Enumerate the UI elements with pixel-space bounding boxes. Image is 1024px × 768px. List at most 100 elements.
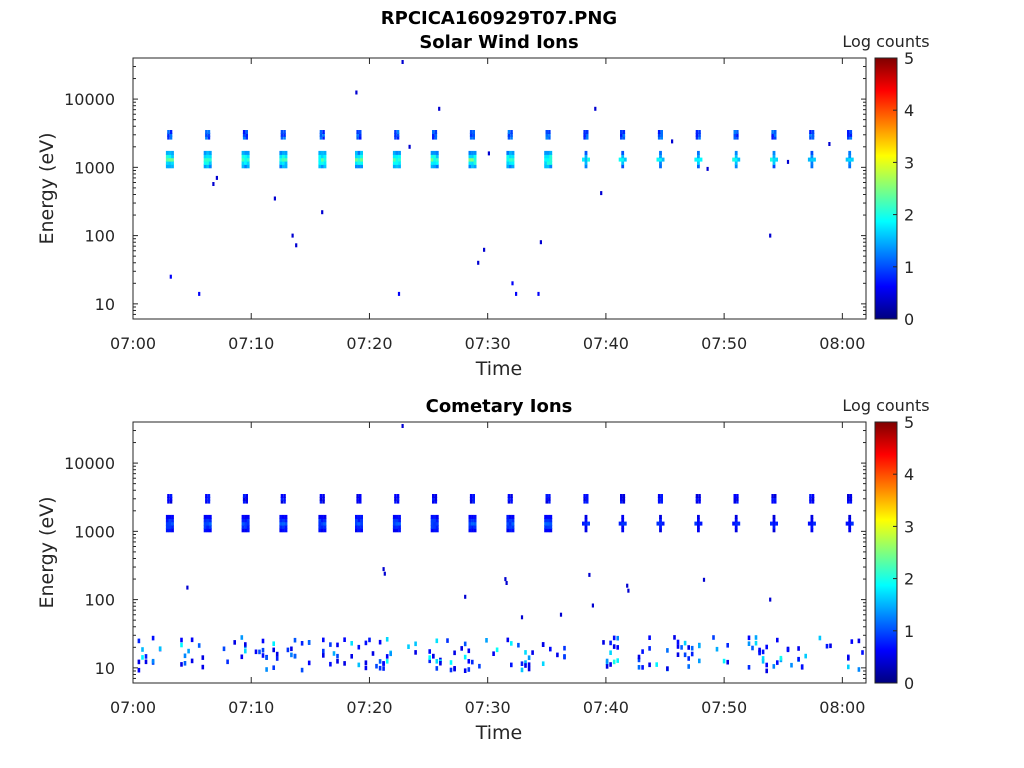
- spectrogram-cell: [171, 521, 174, 526]
- spectrogram-cell: [322, 132, 325, 137]
- spectrogram-cell: [168, 160, 172, 165]
- spectrogram-cell: [548, 499, 551, 504]
- colorbar-label: Log counts: [842, 396, 929, 415]
- spectrogram-cell: [283, 494, 286, 498]
- spectrogram-cell: [205, 494, 208, 498]
- spectrogram-cell: [357, 518, 361, 523]
- spectrogram-cell: [283, 130, 286, 134]
- spectrogram-cell: [378, 665, 382, 671]
- x-tick-label: 07:30: [465, 334, 511, 353]
- spectrogram-cell: [811, 132, 815, 137]
- spectrogram-cell: [769, 597, 772, 602]
- spectrogram-cell: [433, 521, 437, 526]
- spectrogram-cell: [660, 130, 663, 134]
- spectrogram-cell: [586, 499, 589, 504]
- spectrogram-cell: [433, 160, 437, 165]
- spectrogram-cell: [141, 655, 144, 660]
- x-tick-label: 07:20: [346, 698, 392, 717]
- colorbar: [874, 57, 898, 320]
- spectrogram-cell: [428, 658, 431, 664]
- spectrogram-cell: [383, 571, 386, 576]
- colorbar-tick-label: 4: [904, 465, 914, 484]
- spectrogram-cell: [395, 157, 399, 162]
- spectrogram-cell: [205, 496, 208, 501]
- y-tick-label: 10: [95, 295, 115, 314]
- spectrogram-cell: [244, 642, 247, 647]
- spectrogram-cell: [430, 524, 434, 529]
- spectrogram-cell: [472, 494, 475, 498]
- spectrogram-cell: [602, 640, 605, 645]
- spectrogram-cell: [282, 514, 285, 519]
- spectrogram-cell: [648, 635, 651, 640]
- spectrogram-cell: [357, 524, 361, 529]
- x-tick-label: 07:40: [583, 698, 629, 717]
- spectrogram-cell: [583, 135, 586, 140]
- spectrogram-cell: [771, 130, 774, 134]
- spectrogram-cell: [734, 160, 738, 165]
- spectrogram-cell: [280, 496, 284, 501]
- spectrogram-cell: [407, 644, 410, 649]
- spectrogram-cell: [165, 157, 169, 162]
- spectrogram-cell: [563, 654, 566, 659]
- spectrogram-cell: [171, 514, 174, 519]
- spectrogram-cell: [430, 160, 434, 165]
- spectrogram-cell: [471, 160, 474, 165]
- spectrogram-cell: [165, 524, 169, 529]
- spectrogram-cell: [676, 652, 680, 657]
- spectrogram-cell: [845, 521, 849, 526]
- spectrogram-cell: [355, 154, 358, 159]
- spectrogram-cell: [509, 521, 512, 526]
- spectrogram-cell: [641, 649, 644, 654]
- spectrogram-cell: [168, 157, 172, 162]
- spectrogram-cell: [546, 157, 550, 162]
- spectrogram-cell: [506, 157, 510, 162]
- spectrogram-cell: [807, 521, 811, 526]
- spectrogram-cell: [772, 528, 776, 533]
- spectrogram-cell: [507, 130, 511, 134]
- spectrogram-cell: [825, 643, 829, 649]
- spectrogram-cell: [323, 154, 327, 159]
- spectrogram-cell: [446, 638, 449, 643]
- spectrogram-cell: [389, 651, 392, 657]
- spectrogram-cell: [527, 662, 531, 667]
- spectrogram-cell: [280, 132, 284, 137]
- spectrogram-cell: [180, 662, 183, 667]
- spectrogram-cell: [290, 652, 293, 658]
- spectrogram-cell: [396, 494, 400, 498]
- spectrogram-cell: [322, 135, 325, 140]
- spectrogram-cell: [203, 514, 207, 519]
- spectrogram-cell: [702, 577, 706, 582]
- spectrogram-cell: [747, 635, 751, 641]
- spectrogram-cell: [207, 494, 211, 498]
- spectrogram-cell: [169, 499, 173, 504]
- spectrogram-cell: [318, 524, 322, 529]
- spectrogram-cell: [396, 132, 400, 137]
- spectrogram-cell: [583, 494, 586, 498]
- spectrogram-cell: [371, 651, 375, 656]
- spectrogram-cell: [659, 518, 662, 523]
- spectrogram-cell: [187, 648, 190, 654]
- spectrogram-cell: [319, 494, 323, 498]
- spectrogram-cell: [520, 661, 524, 666]
- spectrogram-cell: [433, 528, 437, 533]
- spectrogram-cell: [206, 154, 210, 159]
- spectrogram-cell: [453, 650, 456, 656]
- spectrogram-cell: [769, 233, 772, 238]
- spectrogram-cell: [392, 160, 396, 165]
- spectrogram-cell: [356, 130, 359, 134]
- spectrogram-cell: [378, 659, 382, 664]
- spectrogram-cell: [809, 132, 812, 137]
- spectrogram-cell: [401, 424, 404, 428]
- spectrogram-cell: [392, 157, 396, 162]
- spectrogram-cell: [734, 518, 738, 523]
- spectrogram-cell: [360, 154, 363, 159]
- spectrogram-cell: [208, 150, 212, 155]
- colorbar-tick-label: 4: [904, 101, 914, 120]
- spectrogram-cell: [510, 496, 513, 501]
- spectrogram-cell: [600, 191, 603, 196]
- spectrogram-cell: [605, 664, 609, 669]
- spectrogram-cell: [428, 655, 431, 660]
- spectrogram-cell: [233, 640, 236, 645]
- spectrogram-cell: [323, 150, 327, 155]
- spectrogram-cell: [809, 135, 812, 140]
